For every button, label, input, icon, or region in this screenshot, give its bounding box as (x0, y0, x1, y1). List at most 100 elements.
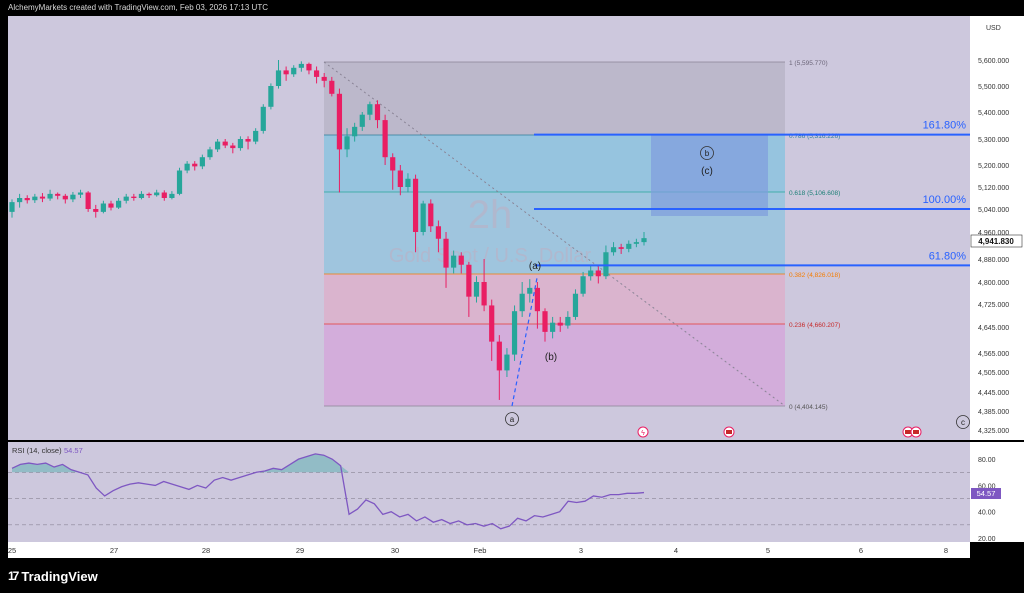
candle-body[interactable] (390, 157, 396, 171)
candle-body[interactable] (32, 196, 38, 201)
candle-body[interactable] (641, 238, 647, 243)
candle-body[interactable] (412, 178, 419, 232)
candle-body[interactable] (70, 194, 76, 200)
candle-body[interactable] (336, 93, 343, 150)
candle-body[interactable] (268, 86, 274, 107)
chart-area[interactable]: 1 (5,595.770) 0.786 (5,316.226) 0.618 (5,1… (0, 16, 1024, 558)
candle-body[interactable] (184, 163, 190, 171)
candle-body[interactable] (47, 193, 53, 199)
candle-body[interactable] (466, 264, 472, 297)
candle-body[interactable] (618, 247, 624, 249)
candle-body[interactable] (93, 209, 99, 212)
candle-body[interactable] (24, 198, 30, 201)
candle-body[interactable] (420, 203, 426, 233)
candle-body[interactable] (588, 270, 594, 277)
candle-body[interactable] (542, 311, 548, 332)
candle-body[interactable] (169, 193, 175, 198)
time-axis[interactable] (8, 542, 970, 558)
candle-body[interactable] (85, 192, 91, 210)
candle-body[interactable] (511, 311, 518, 355)
candle-body[interactable] (603, 252, 609, 277)
price-axis[interactable] (970, 16, 1024, 440)
candle-body[interactable] (550, 322, 556, 332)
candle-body[interactable] (496, 341, 502, 371)
wave-circle-c (956, 415, 970, 429)
candle-body[interactable] (237, 139, 244, 149)
candle-body[interactable] (519, 293, 525, 312)
candle-body[interactable] (527, 287, 533, 294)
candle-body[interactable] (77, 192, 84, 195)
candle-body[interactable] (352, 126, 358, 137)
candle-body[interactable] (161, 192, 167, 199)
candle-body[interactable] (230, 145, 236, 149)
candlestick-series[interactable] (9, 60, 647, 400)
candle-body[interactable] (534, 287, 540, 312)
candle-body[interactable] (253, 130, 259, 142)
candle-body[interactable] (291, 67, 297, 75)
candle-body[interactable] (176, 170, 183, 194)
candle-body[interactable] (154, 192, 160, 196)
candle-body[interactable] (580, 276, 586, 294)
candle-body[interactable] (192, 163, 198, 167)
candle-body[interactable] (146, 193, 152, 196)
candle-body[interactable] (138, 193, 145, 198)
candle-body[interactable] (374, 104, 381, 121)
candle-body[interactable] (222, 141, 228, 146)
candle-body[interactable] (306, 63, 312, 71)
candle-body[interactable] (100, 203, 106, 212)
candle-body[interactable] (9, 202, 15, 212)
candle-body[interactable] (245, 139, 251, 142)
candle-body[interactable] (131, 196, 137, 198)
projection-box[interactable] (651, 134, 768, 216)
candle-body[interactable] (633, 242, 639, 244)
candle-body[interactable] (298, 63, 304, 68)
candle-body[interactable] (572, 293, 579, 317)
fib-level-label: 0.236 (4,660.207) (789, 322, 840, 329)
candle-body[interactable] (397, 170, 403, 188)
candle-body[interactable] (116, 200, 122, 208)
candle-body[interactable] (428, 203, 434, 227)
candle-body[interactable] (313, 70, 320, 77)
fibonacci-retracement[interactable]: 1 (5,595.770) 0.786 (5,316.226) 0.618 (5,1… (324, 60, 840, 411)
candle-body[interactable] (626, 243, 632, 249)
candle-body[interactable] (405, 178, 411, 187)
candle-body[interactable] (199, 157, 205, 167)
candle-body[interactable] (123, 196, 129, 201)
candle-body[interactable] (214, 141, 221, 150)
tradingview-logo[interactable]: 17 TradingView (8, 567, 98, 585)
candle-body[interactable] (610, 247, 617, 253)
candle-body[interactable] (458, 255, 464, 265)
candle-body[interactable] (275, 70, 282, 86)
candle-body[interactable] (443, 238, 449, 268)
candle-body[interactable] (17, 198, 23, 203)
candle-body[interactable] (451, 255, 457, 268)
candle-body[interactable] (504, 354, 510, 371)
candle-body[interactable] (108, 203, 114, 208)
candle-body[interactable] (557, 322, 563, 326)
candle-body[interactable] (481, 282, 487, 306)
extension-levels[interactable]: 161.80% 100.00% 61.80% (534, 120, 970, 267)
candle-body[interactable] (321, 76, 327, 81)
lightning-event-icon[interactable] (637, 426, 649, 438)
candle-body[interactable] (39, 196, 46, 199)
candle-body[interactable] (283, 70, 289, 75)
candle-body[interactable] (595, 270, 601, 277)
candle-body[interactable] (382, 120, 388, 158)
candle-body[interactable] (62, 195, 68, 200)
candle-body[interactable] (55, 193, 61, 196)
candle-body[interactable] (207, 149, 213, 158)
rsi-pane[interactable] (8, 442, 970, 542)
event-markers[interactable]: ϟ (637, 426, 922, 438)
rsi-indicator[interactable] (8, 453, 970, 530)
rsi-line[interactable] (11, 453, 645, 530)
candle-body[interactable] (489, 305, 495, 342)
candle-body[interactable] (260, 106, 266, 131)
candle-body[interactable] (344, 136, 350, 150)
candle-body[interactable] (329, 80, 335, 94)
candle-body[interactable] (359, 114, 365, 127)
candle-body[interactable] (565, 316, 571, 326)
candle-body[interactable] (435, 226, 442, 239)
candle-body[interactable] (367, 104, 373, 115)
candle-body[interactable] (473, 282, 480, 297)
main-pane[interactable] (8, 16, 970, 440)
